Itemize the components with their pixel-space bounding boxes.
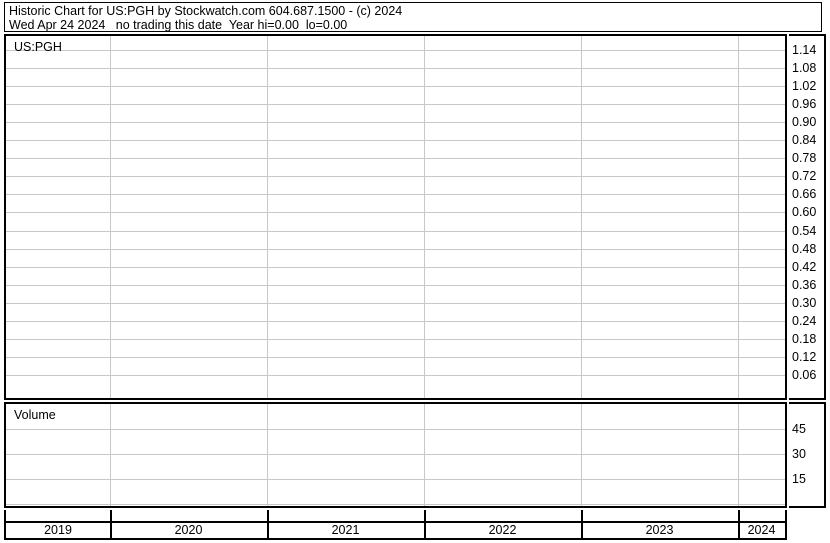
- volume-year-gridline: [581, 404, 582, 506]
- volume-axis-tick-label: 45: [792, 422, 806, 436]
- price-year-gridline: [581, 36, 582, 398]
- x-axis-separator: [738, 510, 740, 538]
- price-gridline: [6, 86, 785, 88]
- price-axis-tick-label: 0.12: [792, 349, 817, 364]
- price-gridline: [6, 158, 785, 160]
- price-gridline: [6, 320, 785, 322]
- price-axis-tick-label: 0.30: [792, 295, 817, 310]
- price-axis-tick-label: 0.90: [792, 115, 817, 130]
- price-axis-tick-label: 0.36: [792, 277, 817, 292]
- volume-year-gridline: [424, 404, 425, 506]
- price-panel-label: US:PGH: [14, 40, 62, 54]
- price-year-gridline: [424, 36, 425, 398]
- price-axis-tick-label: 0.48: [792, 241, 817, 256]
- chart-subtitle: Wed Apr 24 2024 no trading this date Yea…: [9, 18, 348, 32]
- volume-axis: 45 30 15: [789, 402, 826, 508]
- x-axis-separator: [581, 510, 583, 538]
- price-gridline: [6, 374, 785, 376]
- chart-header: Historic Chart for US:PGH by Stockwatch.…: [4, 2, 822, 32]
- chart-title: Historic Chart for US:PGH by Stockwatch.…: [9, 4, 403, 18]
- price-gridline: [6, 140, 785, 142]
- price-axis-tick-label: 1.08: [792, 61, 817, 76]
- price-axis-tick-label: 0.66: [792, 187, 817, 202]
- price-gridline: [6, 284, 785, 286]
- price-gridline: [6, 122, 785, 124]
- price-axis-tick-label: 0.54: [792, 223, 817, 238]
- price-axis-tick-label: 0.84: [792, 133, 817, 148]
- price-gridline: [6, 266, 785, 268]
- price-gridline: [6, 50, 785, 51]
- price-gridline: [6, 176, 785, 178]
- volume-gridline: [6, 454, 785, 455]
- price-axis-tick-label: 0.18: [792, 331, 817, 346]
- price-axis-tick-label: 1.14: [792, 43, 817, 57]
- volume-chart-panel[interactable]: Volume: [4, 402, 787, 508]
- x-axis: 2019 2020 2021 2022 2023 2024: [4, 510, 787, 540]
- x-axis-year-label: 2024: [747, 523, 776, 537]
- x-axis-year-label: 2023: [645, 523, 674, 537]
- price-axis-tick-label: 0.42: [792, 259, 817, 274]
- volume-year-gridline: [267, 404, 268, 506]
- x-axis-year-label: 2020: [174, 523, 203, 537]
- price-chart-panel[interactable]: US:PGH: [4, 34, 787, 400]
- price-axis-tick-label: 0.96: [792, 97, 817, 112]
- price-year-gridline: [267, 36, 268, 398]
- price-gridline: [6, 230, 785, 232]
- volume-panel-label: Volume: [14, 408, 56, 422]
- volume-axis-tick-label: 30: [792, 447, 806, 461]
- x-axis-separator: [110, 510, 112, 538]
- price-gridline: [6, 68, 785, 70]
- volume-gridline: [6, 429, 785, 430]
- x-axis-divider: [6, 521, 785, 523]
- price-gridline: [6, 302, 785, 304]
- x-axis-year-label: 2022: [488, 523, 517, 537]
- volume-year-gridline: [110, 404, 111, 506]
- x-axis-year-label: 2021: [331, 523, 360, 537]
- x-axis-year-label: 2019: [44, 523, 72, 537]
- price-gridline: [6, 104, 785, 106]
- volume-gridline: [6, 504, 785, 505]
- price-axis-tick-label: 1.02: [792, 79, 817, 94]
- price-axis-tick-label: 0.06: [792, 367, 817, 382]
- price-year-gridline: [738, 36, 739, 398]
- price-axis-tick-label: 0.78: [792, 151, 817, 166]
- volume-year-gridline: [738, 404, 739, 506]
- price-gridline: [6, 248, 785, 250]
- price-gridline: [6, 338, 785, 340]
- x-axis-separator: [424, 510, 426, 538]
- volume-axis-tick-label: 15: [792, 472, 806, 486]
- price-year-gridline: [110, 36, 111, 398]
- volume-gridline: [6, 479, 785, 480]
- price-axis: 1.14 1.08 1.02 0.96 0.90 0.84 0.78 0.72 0.66 0.60…: [789, 34, 826, 400]
- price-gridline: [6, 356, 785, 358]
- price-gridline: [6, 212, 785, 214]
- x-axis-separator: [267, 510, 269, 538]
- price-axis-tick-label: 0.24: [792, 313, 817, 328]
- price-axis-tick-label: 0.60: [792, 205, 817, 220]
- price-gridline: [6, 194, 785, 196]
- price-axis-tick-label: 0.72: [792, 169, 817, 184]
